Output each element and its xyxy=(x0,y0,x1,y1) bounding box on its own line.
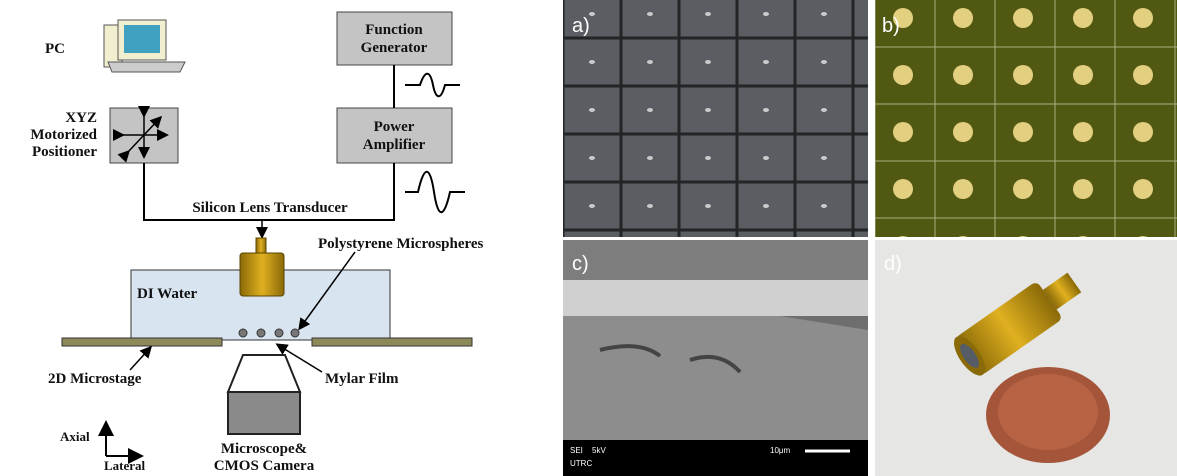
panel-label: d) xyxy=(884,253,902,275)
water-label: DI Water xyxy=(137,286,197,302)
generator-label: Function xyxy=(365,22,423,38)
generator-label: Generator xyxy=(361,40,428,56)
computer-icon xyxy=(103,19,186,73)
objective xyxy=(226,354,302,393)
sem-text: UTRC xyxy=(570,459,592,468)
transducer-label: Silicon Lens Transducer xyxy=(192,200,348,216)
wave-large xyxy=(405,170,465,214)
pc-label: PC xyxy=(45,41,65,57)
cable xyxy=(143,163,395,221)
film-label: Mylar Film xyxy=(325,371,399,387)
photo-a: a) xyxy=(563,0,868,237)
panel-label: a) xyxy=(572,15,590,37)
camera-label: CMOS Camera xyxy=(214,458,315,474)
positioner-label: Motorized xyxy=(30,127,97,143)
microspheres-label: Polystyrene Microspheres xyxy=(318,236,484,252)
transducer-stem xyxy=(255,237,267,255)
transducer-body xyxy=(239,252,285,297)
microstage xyxy=(311,337,473,347)
axis-label: Lateral xyxy=(104,458,146,473)
arrow xyxy=(275,343,323,373)
arrow xyxy=(298,251,356,331)
schematic: PC XYZ Motorized Positioner Function Gen… xyxy=(30,11,484,474)
photo-d: d) xyxy=(875,240,1177,476)
camera-box xyxy=(227,391,301,435)
photo-b: b) xyxy=(875,0,1177,237)
positioner-label: XYZ xyxy=(65,110,97,126)
wave-small xyxy=(405,72,460,98)
panel-label: b) xyxy=(882,15,900,37)
photo-c: SEI 5kV 10μm UTRC c) xyxy=(563,240,868,476)
panel-label: c) xyxy=(572,253,589,275)
amplifier-label: Power xyxy=(374,119,415,135)
positioner-icon xyxy=(113,106,169,163)
microspheres xyxy=(238,328,300,338)
camera-label: Microscope& xyxy=(221,441,307,457)
generator-box xyxy=(336,11,453,66)
amplifier-label: Amplifier xyxy=(363,137,426,153)
sem-text: 10μm xyxy=(770,446,791,455)
sem-text: SEI xyxy=(570,446,583,455)
axis-label: Axial xyxy=(60,429,90,444)
microstage-label: 2D Microstage xyxy=(48,371,142,387)
positioner-label: Positioner xyxy=(32,144,97,160)
sem-text: 5kV xyxy=(592,446,606,455)
arrow xyxy=(129,345,153,371)
microstage xyxy=(61,337,223,347)
amplifier-box xyxy=(336,107,453,164)
